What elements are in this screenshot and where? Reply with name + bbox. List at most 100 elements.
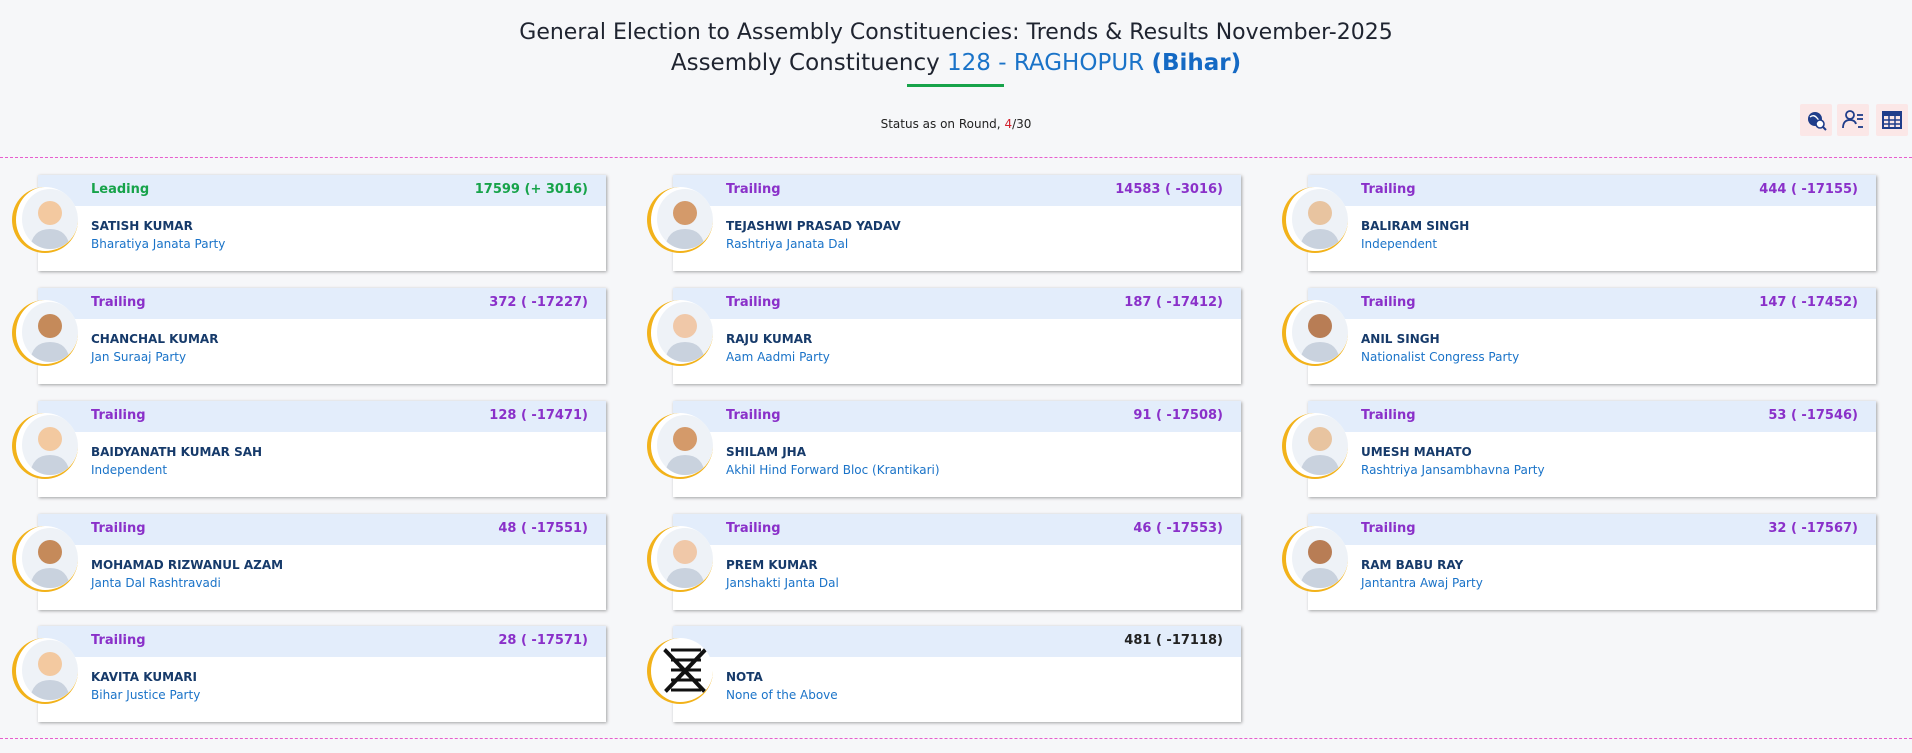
candidate-card[interactable]: 481 ( -17118) NOTA None of the Above — [641, 626, 1241, 726]
photo-frame — [657, 189, 713, 249]
candidate-votes: 14583 ( -3016) — [1115, 182, 1223, 197]
candidate-card[interactable]: Trailing 32 ( -17567) RAM BABU RAY Jantantr… — [1276, 514, 1876, 614]
photo-frame — [22, 302, 78, 362]
candidate-party: Jan Suraaj Party — [91, 350, 187, 364]
photo-frame — [657, 528, 713, 588]
status-band — [673, 401, 1241, 432]
candidate-name: UMESH MAHATO — [1361, 445, 1472, 459]
status-band — [673, 626, 1241, 657]
status-band — [1308, 288, 1876, 319]
candidate-party: Rashtriya Jansambhavna Party — [1361, 463, 1545, 477]
candidate-name: SATISH KUMAR — [91, 219, 193, 233]
candidate-portrait — [657, 528, 713, 588]
candidate-photo — [647, 300, 713, 366]
candidate-name: NOTA — [726, 670, 763, 684]
round-current: 4 — [1004, 117, 1013, 131]
candidate-card[interactable]: Trailing 28 ( -17571) KAVITA KUMARI Bihar J… — [6, 626, 606, 726]
photo-frame — [657, 415, 713, 475]
status-band — [38, 288, 606, 319]
table-view-button[interactable] — [1876, 104, 1908, 136]
candidate-card[interactable]: Trailing 53 ( -17546) UMESH MAHATO Rashtriy… — [1276, 401, 1876, 501]
candidate-name: SHILAM JHA — [726, 445, 806, 459]
candidate-status: Trailing — [726, 408, 781, 423]
photo-frame — [1292, 415, 1348, 475]
candidate-list-button[interactable] — [1837, 104, 1869, 136]
candidate-portrait — [657, 302, 713, 362]
status-band — [673, 175, 1241, 206]
candidate-photo — [12, 187, 78, 253]
candidate-votes: 32 ( -17567) — [1768, 521, 1858, 536]
round-status: Status as on Round, 4/30 — [0, 117, 1912, 131]
candidate-votes: 444 ( -17155) — [1759, 182, 1858, 197]
round-status-label: Status as on Round, — [880, 117, 1001, 131]
page-title: General Election to Assembly Constituenc… — [519, 20, 1393, 45]
candidate-portrait — [1292, 189, 1348, 249]
constituency-title: Assembly Constituency 128 - RAGHOPUR (Bi… — [0, 50, 1912, 76]
candidate-portrait — [22, 415, 78, 475]
candidate-card[interactable]: Trailing 444 ( -17155) BALIRAM SINGH Indepe… — [1276, 175, 1876, 275]
candidate-party: Aam Aadmi Party — [726, 350, 830, 364]
candidate-votes: 46 ( -17553) — [1133, 521, 1223, 536]
candidate-photo — [12, 300, 78, 366]
candidate-card[interactable]: Trailing 187 ( -17412) RAJU KUMAR Aam Aadmi… — [641, 288, 1241, 388]
candidate-name: RAM BABU RAY — [1361, 558, 1464, 572]
candidate-card[interactable]: Trailing 48 ( -17551) MOHAMAD RIZWANUL AZA… — [6, 514, 606, 614]
candidate-status: Trailing — [726, 295, 781, 310]
candidate-portrait — [1292, 528, 1348, 588]
candidate-portrait — [657, 189, 713, 249]
candidate-name: BAIDYANATH KUMAR SAH — [91, 445, 263, 459]
candidate-name: PREM KUMAR — [726, 558, 818, 572]
candidate-status: Trailing — [726, 182, 781, 197]
candidate-party: Bharatiya Janata Party — [91, 237, 226, 251]
candidate-panel: Trailing 53 ( -17546) UMESH MAHATO Rashtriy… — [1308, 401, 1876, 497]
candidate-status: Trailing — [91, 521, 146, 536]
candidate-card[interactable]: Trailing 372 ( -17227) CHANCHAL KUMAR Jan S… — [6, 288, 606, 388]
candidate-photo — [12, 413, 78, 479]
candidate-votes: 53 ( -17546) — [1768, 408, 1858, 423]
table-grid-icon — [1882, 111, 1902, 129]
status-band — [1308, 401, 1876, 432]
candidate-card[interactable]: Trailing 14583 ( -3016) TEJASHWI PRASAD YA… — [641, 175, 1241, 275]
candidate-card[interactable]: Trailing 91 ( -17508) SHILAM JHA Akhil Hind… — [641, 401, 1241, 501]
candidate-status: Trailing — [1361, 408, 1416, 423]
candidate-name: ANIL SINGH — [1361, 332, 1440, 346]
candidate-card[interactable]: Leading 17599 (+ 3016) SATISH KUMAR Bharati… — [6, 175, 606, 275]
candidate-photo — [12, 638, 78, 704]
candidate-status: Leading — [91, 182, 150, 197]
candidate-panel: Trailing 32 ( -17567) RAM BABU RAY Jantantr… — [1308, 514, 1876, 610]
photo-frame — [22, 528, 78, 588]
candidate-panel: Trailing 444 ( -17155) BALIRAM SINGH Indepe… — [1308, 175, 1876, 271]
constituency-name: 128 - RAGHOPUR — [947, 50, 1145, 76]
candidate-name: CHANCHAL KUMAR — [91, 332, 219, 346]
candidate-card[interactable]: Trailing 147 ( -17452) ANIL SINGH Nationali… — [1276, 288, 1876, 388]
candidate-status: Trailing — [91, 633, 146, 648]
candidate-panel: Trailing 48 ( -17551) MOHAMAD RIZWANUL AZA… — [38, 514, 606, 610]
round-total: /30 — [1012, 117, 1032, 131]
candidate-photo — [1282, 300, 1348, 366]
status-band — [1308, 175, 1876, 206]
photo-frame — [1292, 302, 1348, 362]
globe-search-button[interactable] — [1800, 104, 1832, 136]
candidate-votes: 28 ( -17571) — [498, 633, 588, 648]
photo-frame — [657, 302, 713, 362]
candidate-card[interactable]: Trailing 46 ( -17553) PREM KUMAR Janshakti … — [641, 514, 1241, 614]
status-band — [673, 288, 1241, 319]
title-underline — [907, 84, 1004, 87]
candidate-status: Trailing — [1361, 295, 1416, 310]
status-band — [1308, 514, 1876, 545]
status-band — [38, 175, 606, 206]
candidate-status: Trailing — [726, 521, 781, 536]
candidate-photo — [647, 187, 713, 253]
candidate-portrait — [1292, 415, 1348, 475]
candidate-panel: Trailing 128 ( -17471) BAIDYANATH KUMAR SA… — [38, 401, 606, 497]
candidate-card[interactable]: Trailing 128 ( -17471) BAIDYANATH KUMAR SA… — [6, 401, 606, 501]
candidate-party: Janta Dal Rashtravadi — [91, 576, 221, 590]
candidate-photo — [647, 638, 713, 704]
candidate-party: Rashtriya Janata Dal — [726, 237, 849, 251]
candidate-photo — [1282, 187, 1348, 253]
candidate-photo — [647, 526, 713, 592]
candidate-portrait — [22, 528, 78, 588]
candidate-photo — [1282, 413, 1348, 479]
candidate-name: KAVITA KUMARI — [91, 670, 198, 684]
candidate-votes: 48 ( -17551) — [498, 521, 588, 536]
